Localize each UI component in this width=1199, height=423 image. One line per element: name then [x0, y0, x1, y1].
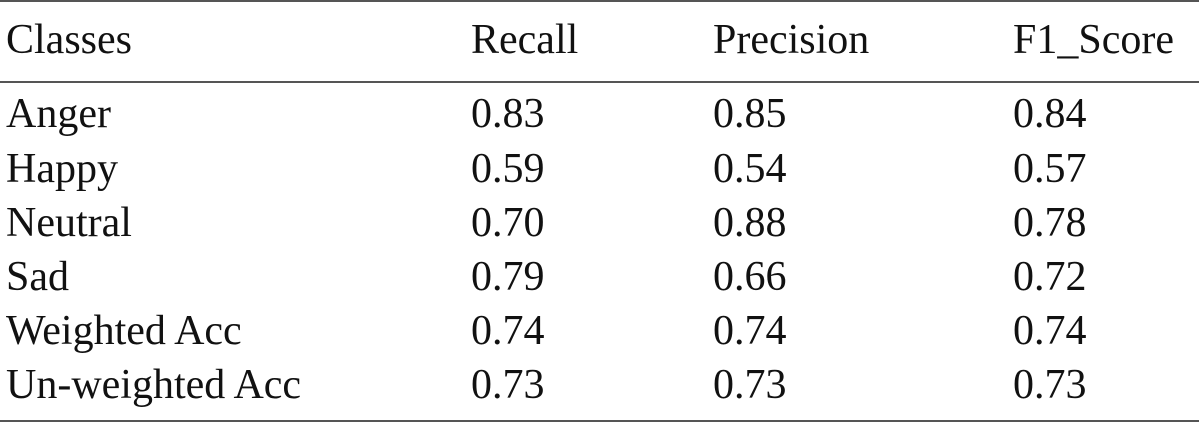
precision-cell: 0.54: [713, 146, 787, 192]
header-classes: Classes: [6, 17, 132, 63]
header-f1-score: F1_Score: [1013, 17, 1174, 63]
precision-cell: 0.73: [713, 362, 787, 408]
recall-cell: 0.70: [471, 200, 545, 246]
header-row: Classes Recall Precision F1_Score: [0, 12, 1199, 68]
header-recall: Recall: [471, 17, 579, 63]
f1-cell: 0.84: [1013, 91, 1087, 137]
f1-cell: 0.73: [1013, 362, 1087, 408]
class-cell: Neutral: [6, 200, 132, 246]
f1-cell: 0.57: [1013, 146, 1087, 192]
recall-cell: 0.79: [471, 254, 545, 300]
f1-cell: 0.74: [1013, 308, 1087, 354]
precision-cell: 0.66: [713, 254, 787, 300]
header-rule: [0, 81, 1199, 83]
class-cell: Anger: [6, 91, 111, 137]
table-row: Happy 0.59 0.54 0.57: [0, 141, 1199, 197]
precision-cell: 0.74: [713, 308, 787, 354]
table-row: Un-weighted Acc 0.73 0.73 0.73: [0, 357, 1199, 413]
precision-cell: 0.85: [713, 91, 787, 137]
table-row: Anger 0.83 0.85 0.84: [0, 86, 1199, 142]
recall-cell: 0.74: [471, 308, 545, 354]
table-row: Sad 0.79 0.66 0.72: [0, 249, 1199, 305]
f1-cell: 0.72: [1013, 254, 1087, 300]
class-cell: Un-weighted Acc: [6, 362, 302, 408]
table-row: Weighted Acc 0.74 0.74 0.74: [0, 303, 1199, 359]
precision-cell: 0.88: [713, 200, 787, 246]
recall-cell: 0.83: [471, 91, 545, 137]
class-cell: Happy: [6, 146, 118, 192]
header-precision: Precision: [713, 17, 870, 63]
class-cell: Sad: [6, 254, 69, 300]
table-row: Neutral 0.70 0.88 0.78: [0, 195, 1199, 251]
recall-cell: 0.59: [471, 146, 545, 192]
bottom-rule: [0, 420, 1199, 422]
class-cell: Weighted Acc: [6, 308, 242, 354]
recall-cell: 0.73: [471, 362, 545, 408]
f1-cell: 0.78: [1013, 200, 1087, 246]
top-rule: [0, 0, 1199, 2]
